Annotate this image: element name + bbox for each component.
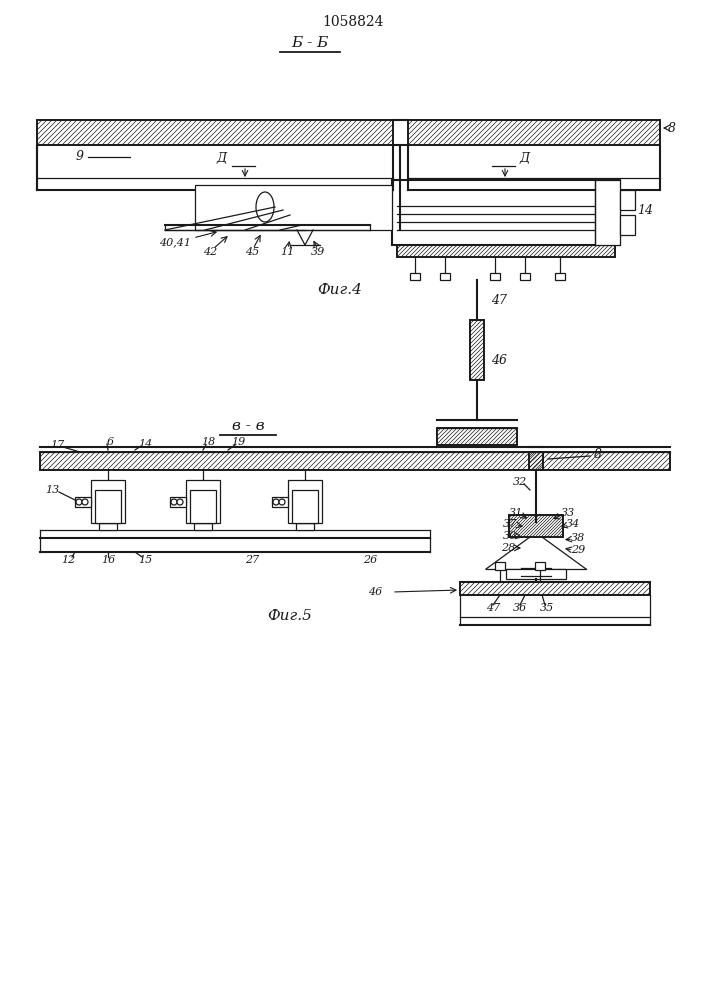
- Text: 13: 13: [45, 485, 59, 495]
- Bar: [40, 452, 670, 470]
- Text: 36: 36: [513, 603, 527, 613]
- Bar: [490, 273, 500, 280]
- Bar: [91, 480, 125, 523]
- Text: 46: 46: [368, 587, 382, 597]
- Text: 26: 26: [363, 555, 377, 565]
- Text: 14: 14: [138, 439, 152, 449]
- Text: 14: 14: [637, 204, 653, 217]
- Text: Фиг.5: Фиг.5: [267, 609, 312, 623]
- Text: 29: 29: [571, 545, 585, 555]
- Text: 47: 47: [491, 294, 507, 306]
- Text: 15: 15: [138, 555, 152, 565]
- Text: 33: 33: [561, 508, 575, 518]
- Text: 40,41: 40,41: [159, 237, 191, 247]
- Bar: [460, 582, 650, 595]
- Circle shape: [273, 499, 279, 505]
- Bar: [470, 320, 484, 380]
- Text: Фиг.4: Фиг.4: [317, 283, 363, 297]
- Circle shape: [279, 499, 285, 505]
- Text: 35: 35: [540, 603, 554, 613]
- Circle shape: [76, 499, 82, 505]
- Bar: [190, 490, 216, 523]
- Text: 27: 27: [245, 555, 259, 565]
- Text: 19: 19: [231, 437, 245, 447]
- Bar: [495, 562, 505, 570]
- Bar: [535, 562, 545, 570]
- Bar: [37, 120, 393, 145]
- Circle shape: [82, 499, 88, 505]
- Bar: [288, 480, 322, 523]
- Bar: [170, 497, 186, 507]
- Bar: [506, 569, 566, 579]
- Text: 8: 8: [668, 121, 676, 134]
- Text: 17: 17: [50, 440, 64, 450]
- Bar: [410, 273, 420, 280]
- Bar: [272, 497, 288, 507]
- Bar: [437, 428, 517, 445]
- Text: 42: 42: [203, 247, 217, 257]
- Text: 28: 28: [501, 543, 515, 553]
- Text: 6: 6: [107, 437, 114, 447]
- Bar: [292, 490, 318, 523]
- Bar: [95, 490, 121, 523]
- Text: 45: 45: [245, 247, 259, 257]
- Text: 38: 38: [571, 533, 585, 543]
- Text: Д: Д: [520, 152, 530, 165]
- Bar: [520, 273, 530, 280]
- Text: 32: 32: [513, 477, 527, 487]
- Bar: [392, 180, 620, 245]
- Circle shape: [177, 499, 183, 505]
- Ellipse shape: [256, 192, 274, 222]
- Text: 34: 34: [566, 519, 580, 529]
- Text: 11: 11: [280, 247, 294, 257]
- Text: 12: 12: [61, 555, 75, 565]
- Bar: [99, 523, 117, 530]
- Text: 16: 16: [101, 555, 115, 565]
- Text: 9: 9: [76, 150, 84, 163]
- Bar: [408, 120, 660, 145]
- Text: 18: 18: [201, 437, 215, 447]
- Circle shape: [171, 499, 177, 505]
- Bar: [620, 215, 635, 235]
- Text: 1058824: 1058824: [322, 15, 384, 29]
- Bar: [440, 273, 450, 280]
- Bar: [186, 480, 220, 523]
- Bar: [620, 190, 635, 210]
- Bar: [529, 452, 543, 470]
- Text: 37: 37: [503, 519, 517, 529]
- Bar: [194, 523, 212, 530]
- Text: 46: 46: [491, 354, 507, 366]
- Text: Б - Б: Б - Б: [291, 36, 329, 50]
- Bar: [555, 273, 565, 280]
- Bar: [397, 245, 615, 257]
- Text: 39: 39: [311, 247, 325, 257]
- Bar: [75, 497, 91, 507]
- Bar: [509, 515, 563, 537]
- Text: в - в: в - в: [232, 419, 264, 433]
- Text: 31: 31: [509, 508, 523, 518]
- Text: 47: 47: [486, 603, 500, 613]
- Bar: [296, 523, 314, 530]
- Bar: [195, 185, 392, 230]
- Text: 30: 30: [503, 531, 517, 541]
- Text: Д: Д: [217, 152, 227, 165]
- Bar: [595, 180, 620, 245]
- Text: 8: 8: [594, 448, 602, 462]
